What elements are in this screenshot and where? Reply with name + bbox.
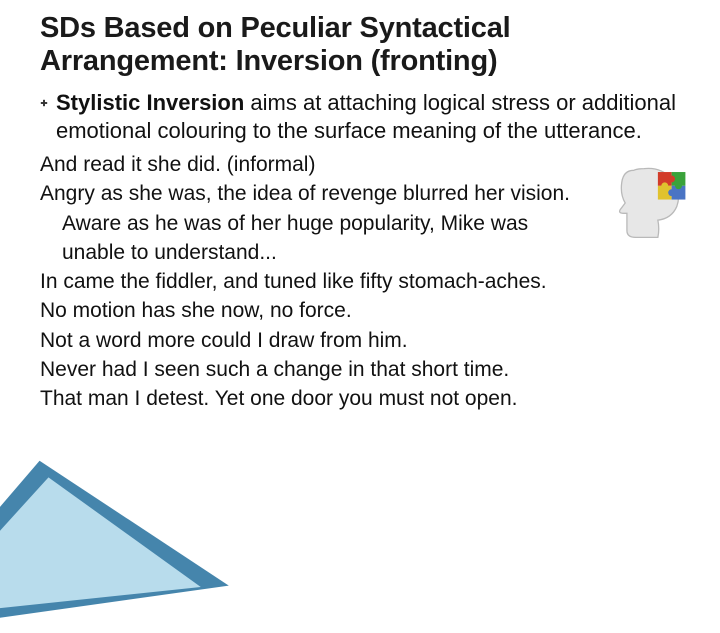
example-line: And read it she did. (informal) [40,151,690,178]
example-line: No motion has she now, no force. [40,297,690,324]
definition-text: Stylistic Inversion aims at attaching lo… [56,89,690,145]
slide: SDs Based on Peculiar Syntactical Arrang… [0,0,720,540]
bullet-icon [40,99,48,107]
example-line: unable to understand... [40,239,690,266]
head-puzzle-icon [608,160,694,246]
example-line: Never had I seen such a change in that s… [40,356,690,383]
definition-bold: Stylistic Inversion [56,90,244,115]
example-line: In came the fiddler, and tuned like fift… [40,268,690,295]
examples-block: And read it she did. (informal) Angry as… [40,151,690,413]
definition-row: Stylistic Inversion aims at attaching lo… [40,89,690,145]
example-line: Not a word more could I draw from him. [40,327,690,354]
example-line: That man I detest. Yet one door you must… [40,385,690,412]
slide-title: SDs Based on Peculiar Syntactical Arrang… [40,12,690,79]
example-line: Angry as she was, the idea of revenge bl… [40,180,690,207]
example-line: Aware as he was of her huge popularity, … [40,210,690,237]
